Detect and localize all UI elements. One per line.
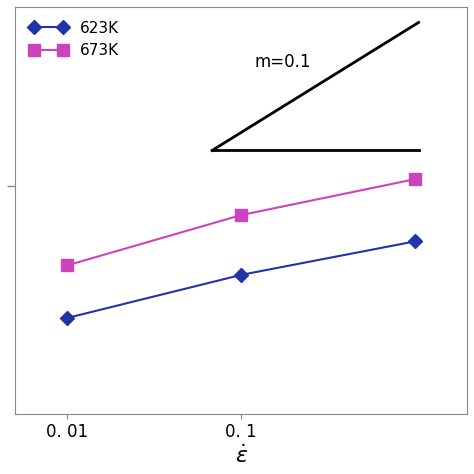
Legend: 623K, 673K: 623K, 673K (23, 15, 125, 64)
X-axis label: $\dot{\varepsilon}$: $\dot{\varepsilon}$ (235, 444, 248, 467)
Line: 673K: 673K (62, 173, 420, 271)
673K (412, 176, 418, 182)
623K (412, 238, 418, 244)
673K (238, 212, 244, 218)
Text: m=0.1: m=0.1 (255, 53, 311, 71)
Line: 623K: 623K (63, 237, 420, 323)
673K (64, 263, 70, 268)
623K (238, 272, 244, 278)
623K (64, 315, 70, 321)
